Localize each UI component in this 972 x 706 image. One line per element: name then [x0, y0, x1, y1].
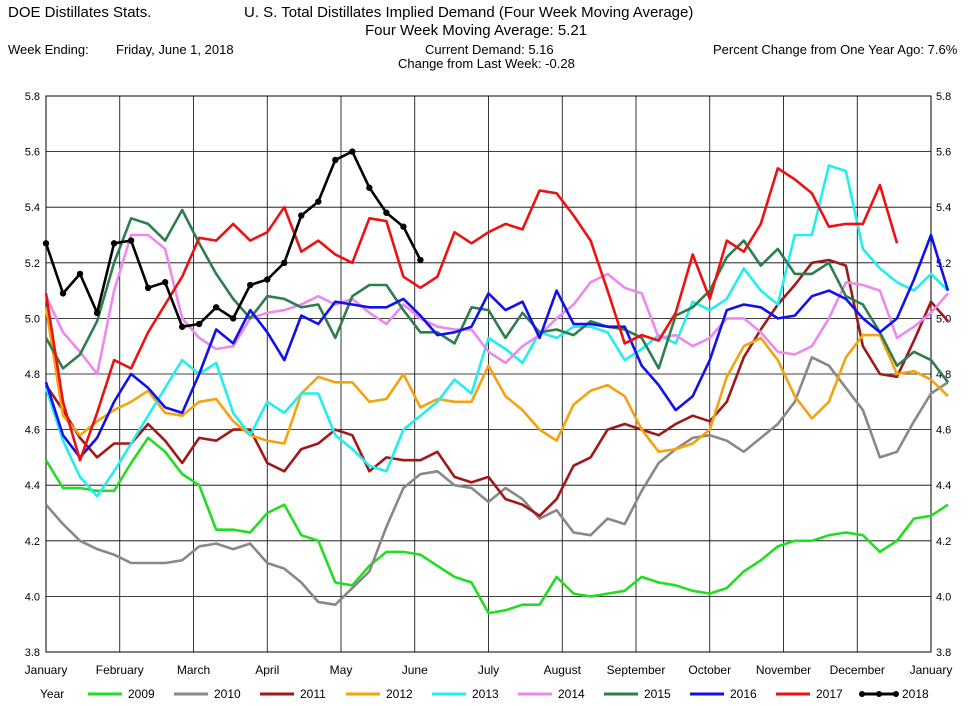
series-point-2018	[230, 315, 237, 322]
change-from-last-week: Change from Last Week: -0.28	[398, 56, 575, 71]
series-point-2018	[195, 320, 203, 328]
series-point-2018	[332, 156, 339, 164]
series-point-2018	[76, 270, 84, 278]
series-point-2018	[349, 148, 356, 155]
series-point-2018	[127, 237, 135, 244]
legend-label-2016: 2016	[730, 687, 757, 701]
legend-title: Year	[40, 687, 64, 701]
y-tick-label-right: 5.4	[936, 202, 951, 214]
series-point-2018	[212, 304, 220, 311]
legend-marker-2018	[893, 691, 899, 697]
x-tick-label: May	[330, 663, 353, 677]
x-tick-label: January	[910, 663, 953, 677]
x-tick-label: November	[756, 663, 811, 677]
y-tick-label-right: 4.2	[936, 536, 951, 548]
legend-label-2014: 2014	[558, 687, 585, 701]
series-line-2016	[44, 233, 950, 459]
x-tick-label: January	[25, 663, 68, 677]
legend-label-2010: 2010	[214, 687, 241, 701]
y-tick-label-left: 4.4	[25, 480, 40, 492]
series-point-2018	[366, 184, 373, 191]
x-tick-label: December	[830, 663, 885, 677]
y-tick-label-left: 4.6	[25, 425, 40, 437]
legend-label-2013: 2013	[472, 687, 499, 701]
y-tick-label-right: 4.4	[936, 480, 951, 492]
y-tick-label-left: 4.0	[25, 591, 40, 603]
series-line-2009	[44, 436, 949, 615]
moving-average-summary: Four Week Moving Average: 5.21	[365, 22, 588, 39]
series-point-2018	[144, 284, 152, 292]
week-ending-value: Friday, June 1, 2018	[116, 42, 234, 57]
x-tick-label: September	[607, 663, 666, 677]
legend-marker-2018	[859, 691, 865, 697]
x-tick-label: June	[402, 663, 428, 677]
series-line-2013	[44, 164, 949, 498]
y-tick-label-left: 5.8	[25, 91, 40, 103]
legend-label-2018: 2018	[902, 687, 929, 701]
series-line-2017	[44, 167, 899, 462]
y-tick-label-right: 3.8	[936, 647, 951, 659]
series-point-2018	[281, 259, 288, 266]
series-point-2018	[110, 240, 118, 247]
series-line-2010	[45, 355, 949, 607]
series-line-2012	[44, 307, 949, 454]
series-point-2018	[59, 290, 67, 297]
y-tick-label-left: 4.8	[25, 369, 40, 381]
series-point-2018	[264, 276, 271, 283]
series-point-2018	[400, 223, 407, 230]
y-tick-label-right: 5.8	[936, 91, 951, 103]
legend-label-2017: 2017	[816, 687, 843, 701]
week-ending-label: Week Ending:	[8, 42, 89, 57]
series-point-2018	[93, 309, 101, 317]
series-point-2018	[315, 198, 322, 205]
y-tick-label-right: 5.0	[936, 313, 951, 325]
legend-label-2009: 2009	[128, 687, 155, 701]
current-demand: Current Demand: 5.16	[425, 42, 554, 57]
x-tick-label: October	[688, 663, 731, 677]
x-tick-label: February	[96, 663, 144, 677]
legend-marker-2018	[876, 691, 882, 697]
y-tick-label-right: 5.6	[936, 147, 951, 159]
x-tick-label: April	[255, 663, 279, 677]
percent-change-one-year: Percent Change from One Year Ago: 7.6%	[713, 42, 958, 57]
y-tick-label-left: 5.0	[25, 313, 40, 325]
x-tick-label: August	[544, 663, 582, 677]
y-tick-label-left: 5.2	[25, 258, 40, 270]
series-point-2018	[178, 323, 186, 330]
x-tick-label: March	[177, 663, 210, 677]
chart-title: U. S. Total Distillates Implied Demand (…	[244, 4, 694, 21]
y-tick-label-left: 3.8	[25, 647, 40, 659]
y-tick-label-right: 4.6	[936, 425, 951, 437]
series-point-2018	[298, 212, 305, 219]
series-line-2015	[44, 208, 950, 384]
x-tick-label: July	[478, 663, 499, 677]
legend-label-2012: 2012	[386, 687, 413, 701]
series-point-2018	[383, 209, 390, 216]
app-name: DOE Distillates Stats.	[8, 4, 152, 21]
series-point-2018	[161, 279, 169, 286]
y-tick-label-left: 5.6	[25, 147, 40, 159]
legend-label-2011: 2011	[300, 687, 326, 701]
series-point-2018	[42, 240, 50, 247]
y-tick-label-left: 5.4	[25, 202, 40, 214]
series-line-2011	[44, 258, 949, 518]
series-point-2018	[247, 281, 254, 289]
legend-label-2015: 2015	[644, 687, 671, 701]
series-point-2018	[417, 256, 424, 264]
y-tick-label-left: 4.2	[25, 536, 40, 548]
series-line-2014	[44, 233, 949, 376]
y-tick-label-right: 4.0	[936, 591, 951, 603]
